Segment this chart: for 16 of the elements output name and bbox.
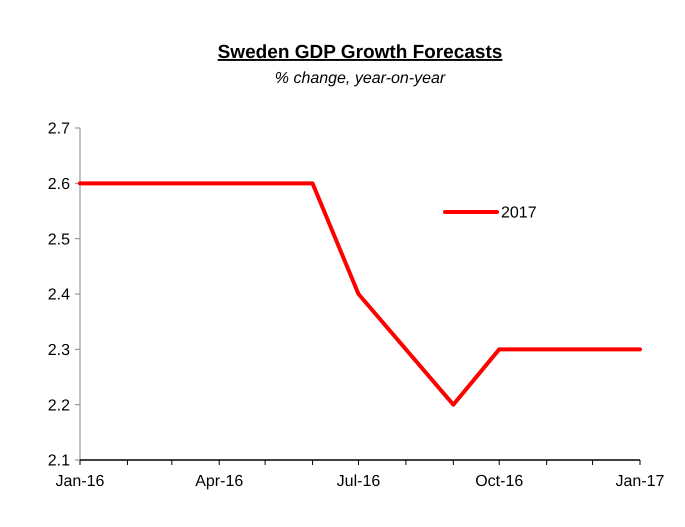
chart-title: Sweden GDP Growth Forecasts: [218, 42, 502, 63]
y-tick-label: 2.1: [48, 452, 70, 470]
x-tick-label: Jan-16: [56, 473, 105, 490]
y-tick-label: 2.6: [48, 176, 70, 193]
legend-label: 2017: [501, 204, 537, 222]
x-tick-label: Jul-16: [336, 473, 380, 490]
y-tick-label: 2.2: [48, 397, 70, 414]
x-tick-label: Oct-16: [475, 473, 524, 490]
x-tick-label: Apr-16: [195, 473, 244, 490]
line-series: [78, 181, 642, 407]
y-tick-label: 2.5: [48, 231, 70, 248]
chart-subtitle: % change, year-on-year: [274, 70, 446, 87]
y-tick-label: 2.7: [48, 120, 70, 138]
y-tick-label: 2.3: [48, 342, 70, 359]
y-tick-label: 2.4: [48, 286, 70, 304]
x-tick-label: Jan-17: [616, 473, 665, 490]
